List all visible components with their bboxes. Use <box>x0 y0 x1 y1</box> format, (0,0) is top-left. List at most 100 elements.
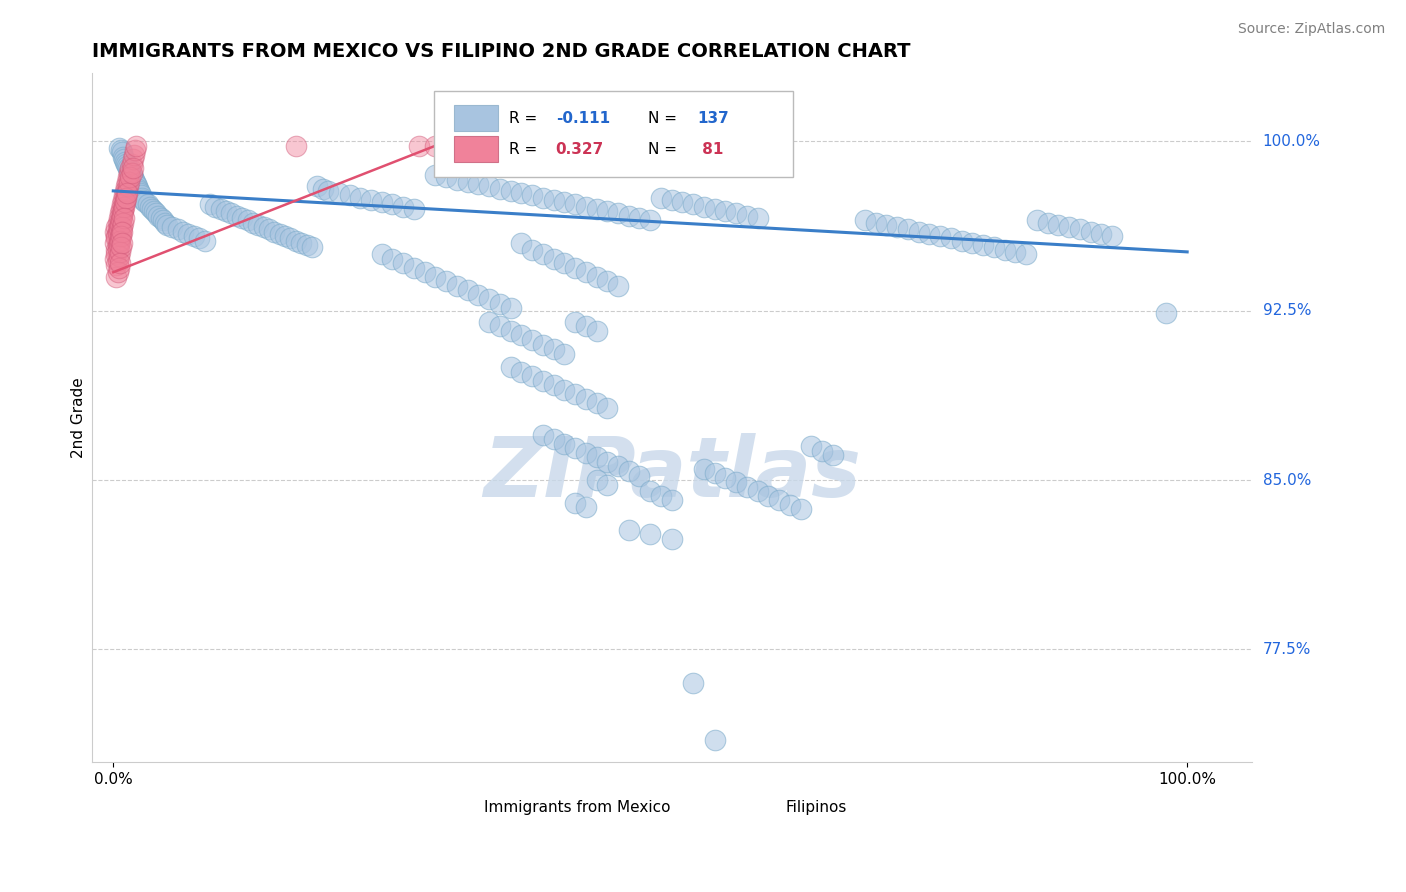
Point <box>110 213 132 227</box>
Point <box>111 220 134 235</box>
Point <box>575 446 598 460</box>
Point <box>108 229 131 244</box>
Point <box>725 206 748 220</box>
Point <box>413 265 436 279</box>
Point <box>104 252 127 266</box>
Text: 81: 81 <box>697 142 724 157</box>
Point <box>225 209 247 223</box>
Point <box>520 188 543 202</box>
Point <box>756 489 779 503</box>
Point <box>107 227 129 241</box>
Point <box>105 220 128 235</box>
Point <box>263 225 285 239</box>
Point <box>110 225 132 239</box>
Point <box>467 177 489 191</box>
Point <box>939 231 962 245</box>
Point <box>735 209 758 223</box>
Point <box>114 195 136 210</box>
Point <box>381 252 404 266</box>
Point <box>141 202 163 216</box>
Point <box>107 238 129 252</box>
Point <box>553 383 575 397</box>
Point <box>661 193 683 207</box>
Point <box>575 319 598 334</box>
Point <box>478 179 501 194</box>
Point <box>120 161 142 176</box>
Point <box>114 193 136 207</box>
Point <box>499 324 522 338</box>
Point <box>531 191 554 205</box>
Point <box>661 532 683 546</box>
Text: 85.0%: 85.0% <box>1263 473 1310 488</box>
Point <box>118 163 141 178</box>
Point <box>617 464 640 478</box>
Point <box>121 168 143 182</box>
Point <box>853 213 876 227</box>
Point <box>124 143 146 157</box>
Point <box>301 240 323 254</box>
Point <box>553 256 575 270</box>
Point <box>107 141 129 155</box>
Point <box>111 206 134 220</box>
Point <box>703 467 725 481</box>
Point <box>402 202 425 216</box>
Point <box>531 428 554 442</box>
Point <box>111 235 134 250</box>
Point <box>134 195 156 210</box>
Point <box>950 234 973 248</box>
Point <box>596 274 619 288</box>
Point <box>118 166 141 180</box>
Point <box>247 218 270 232</box>
Point <box>821 448 844 462</box>
Point <box>543 193 565 207</box>
Point <box>125 138 148 153</box>
Point <box>120 166 142 180</box>
Point <box>121 161 143 176</box>
Point <box>381 197 404 211</box>
Point <box>596 477 619 491</box>
Text: N =: N = <box>648 111 682 126</box>
Point <box>124 175 146 189</box>
Point <box>127 181 149 195</box>
Point <box>177 227 200 241</box>
Point <box>564 442 586 456</box>
Point <box>371 247 394 261</box>
FancyBboxPatch shape <box>434 91 793 177</box>
Point <box>682 676 704 690</box>
Point <box>1101 229 1123 244</box>
Point <box>1090 227 1112 241</box>
Point <box>865 215 887 229</box>
Point <box>107 211 129 225</box>
Point <box>875 218 897 232</box>
Point <box>172 225 194 239</box>
Point <box>725 475 748 490</box>
Point <box>747 211 769 225</box>
Point <box>1069 222 1091 236</box>
Point <box>112 197 135 211</box>
Point <box>107 222 129 236</box>
Text: 92.5%: 92.5% <box>1263 303 1312 318</box>
Point <box>121 157 143 171</box>
Text: IMMIGRANTS FROM MEXICO VS FILIPINO 2ND GRADE CORRELATION CHART: IMMIGRANTS FROM MEXICO VS FILIPINO 2ND G… <box>91 42 910 61</box>
Point <box>284 138 307 153</box>
Point <box>1080 225 1102 239</box>
Point <box>231 211 253 225</box>
Point <box>252 220 274 235</box>
Point <box>520 369 543 384</box>
Point <box>703 732 725 747</box>
Point <box>553 437 575 451</box>
Point <box>607 278 630 293</box>
Point <box>543 433 565 447</box>
Point <box>339 188 361 202</box>
Point <box>112 211 135 225</box>
Point <box>221 206 243 220</box>
Point <box>402 260 425 275</box>
Point <box>121 166 143 180</box>
Point <box>425 138 447 153</box>
Point <box>295 238 318 252</box>
Point <box>107 215 129 229</box>
Point <box>994 243 1017 257</box>
Point <box>1057 220 1080 235</box>
Point <box>136 197 159 211</box>
Point <box>543 378 565 392</box>
